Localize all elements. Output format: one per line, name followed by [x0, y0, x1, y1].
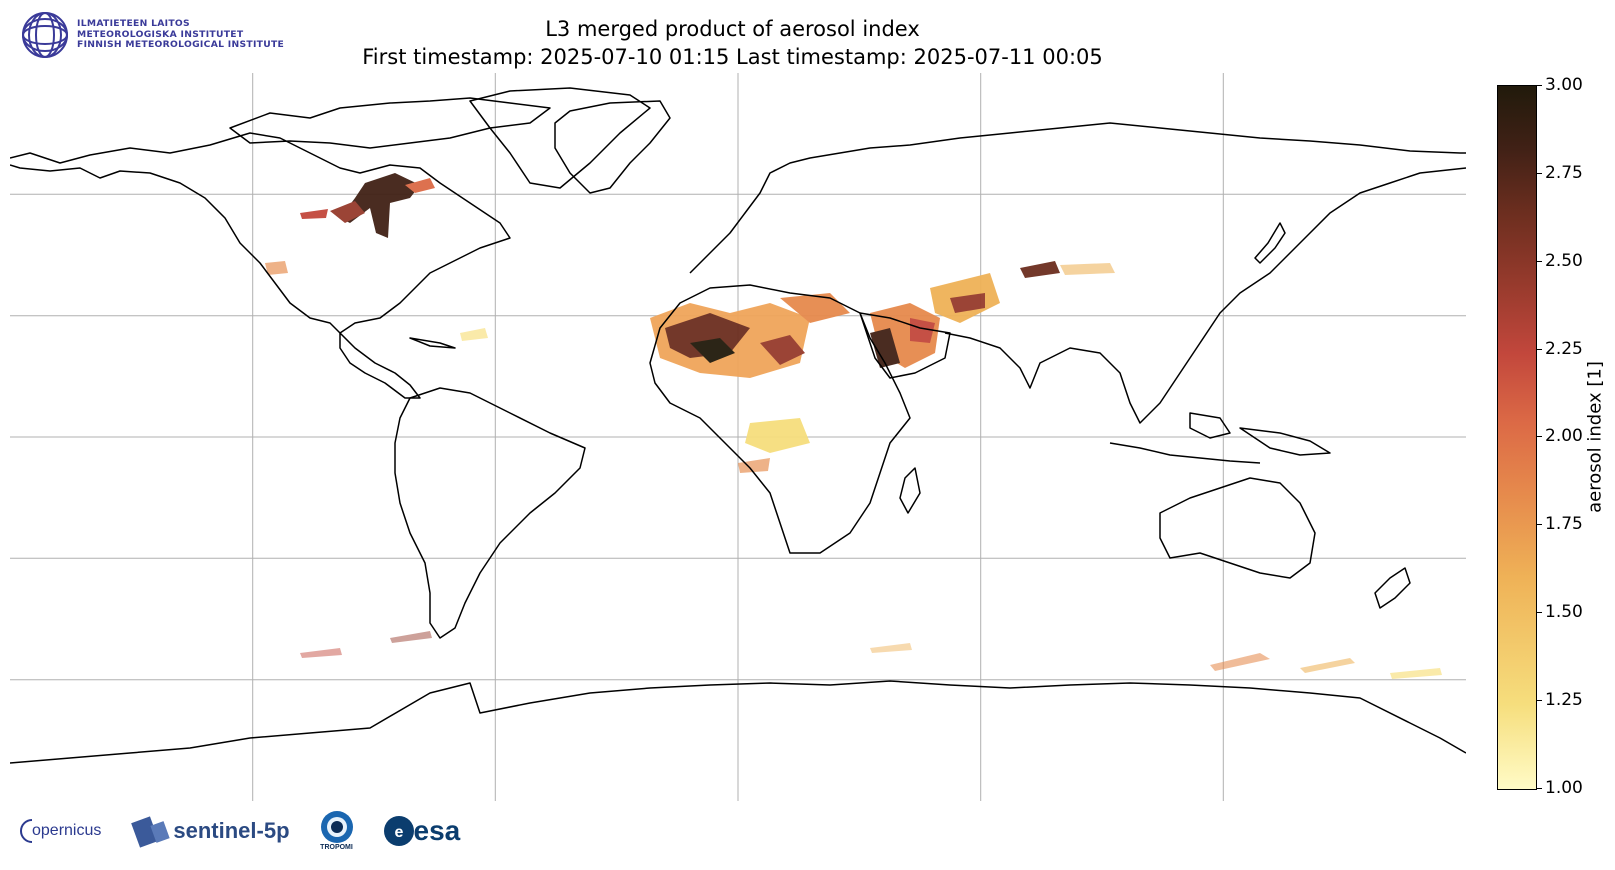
copernicus-logo: opernicus	[20, 817, 101, 845]
partner-logos: opernicus sentinel-5p TROPOMI e esa	[20, 810, 460, 851]
map-title: L3 merged product of aerosol index	[545, 17, 920, 41]
colorbar-label: aerosol index [1]	[1584, 361, 1606, 513]
colorbar-tick-label: 1.00	[1545, 778, 1583, 798]
coastlines	[10, 87, 1466, 764]
colorbar-tick	[1536, 612, 1542, 613]
fmi-name-fi: ILMATIETEEN LAITOS	[77, 18, 190, 30]
satellite-icon	[131, 815, 171, 848]
colorbar-tick-label: 1.50	[1545, 602, 1583, 622]
copernicus-c-icon	[20, 818, 33, 843]
tropomi-logo: TROPOMI	[318, 810, 356, 851]
colorbar-tick	[1536, 173, 1542, 174]
esa-logo: e esa	[382, 814, 460, 848]
colorbar-tick-label: 2.25	[1545, 339, 1583, 359]
aerosol-field	[265, 173, 1442, 679]
sentinel-5p-logo: sentinel-5p	[131, 813, 290, 849]
fmi-emblem-icon	[22, 12, 68, 58]
colorbar-tick	[1536, 788, 1542, 789]
colorbar-tick	[1536, 85, 1542, 86]
world-map	[10, 73, 1466, 801]
svg-text:e: e	[394, 824, 403, 841]
colorbar-tick	[1536, 349, 1542, 350]
colorbar-tick	[1536, 524, 1542, 525]
fmi-name-en: FINNISH METEOROLOGICAL INSTITUTE	[77, 39, 285, 51]
esa-emblem-icon: e	[383, 815, 414, 846]
colorbar-tick	[1536, 436, 1542, 437]
colorbar-tick-label: 1.25	[1545, 690, 1583, 710]
colorbar	[1497, 85, 1537, 790]
tropomi-eye-icon	[320, 811, 353, 843]
colorbar-tick-label: 2.00	[1545, 426, 1583, 446]
colorbar-tick-label: 1.75	[1545, 514, 1583, 534]
fmi-name-sv: METEOROLOGISKA INSTITUTET	[77, 28, 244, 40]
colorbar-tick-label: 2.50	[1545, 251, 1583, 271]
map-timestamps: First timestamp: 2025-07-10 01:15 Last t…	[362, 45, 1103, 69]
fmi-logo: ILMATIETEEN LAITOS METEOROLOGISKA INSTIT…	[20, 10, 284, 60]
colorbar-tick	[1536, 700, 1542, 701]
colorbar-tick	[1536, 261, 1542, 262]
colorbar-tick-label: 2.75	[1545, 163, 1583, 183]
colorbar-tick-label: 3.00	[1545, 75, 1583, 95]
